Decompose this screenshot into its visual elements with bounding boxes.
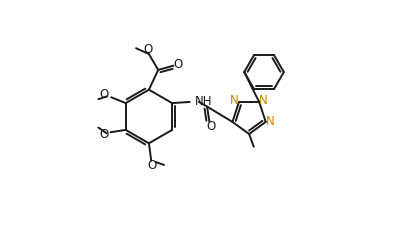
Text: O: O: [148, 159, 157, 172]
Text: N: N: [259, 94, 268, 107]
Text: O: O: [173, 58, 182, 71]
Text: O: O: [143, 43, 152, 56]
Text: N: N: [266, 115, 275, 128]
Text: O: O: [100, 88, 109, 101]
Text: NH: NH: [195, 96, 212, 108]
Text: N: N: [230, 94, 239, 107]
Text: O: O: [206, 120, 215, 133]
Text: O: O: [99, 128, 109, 141]
